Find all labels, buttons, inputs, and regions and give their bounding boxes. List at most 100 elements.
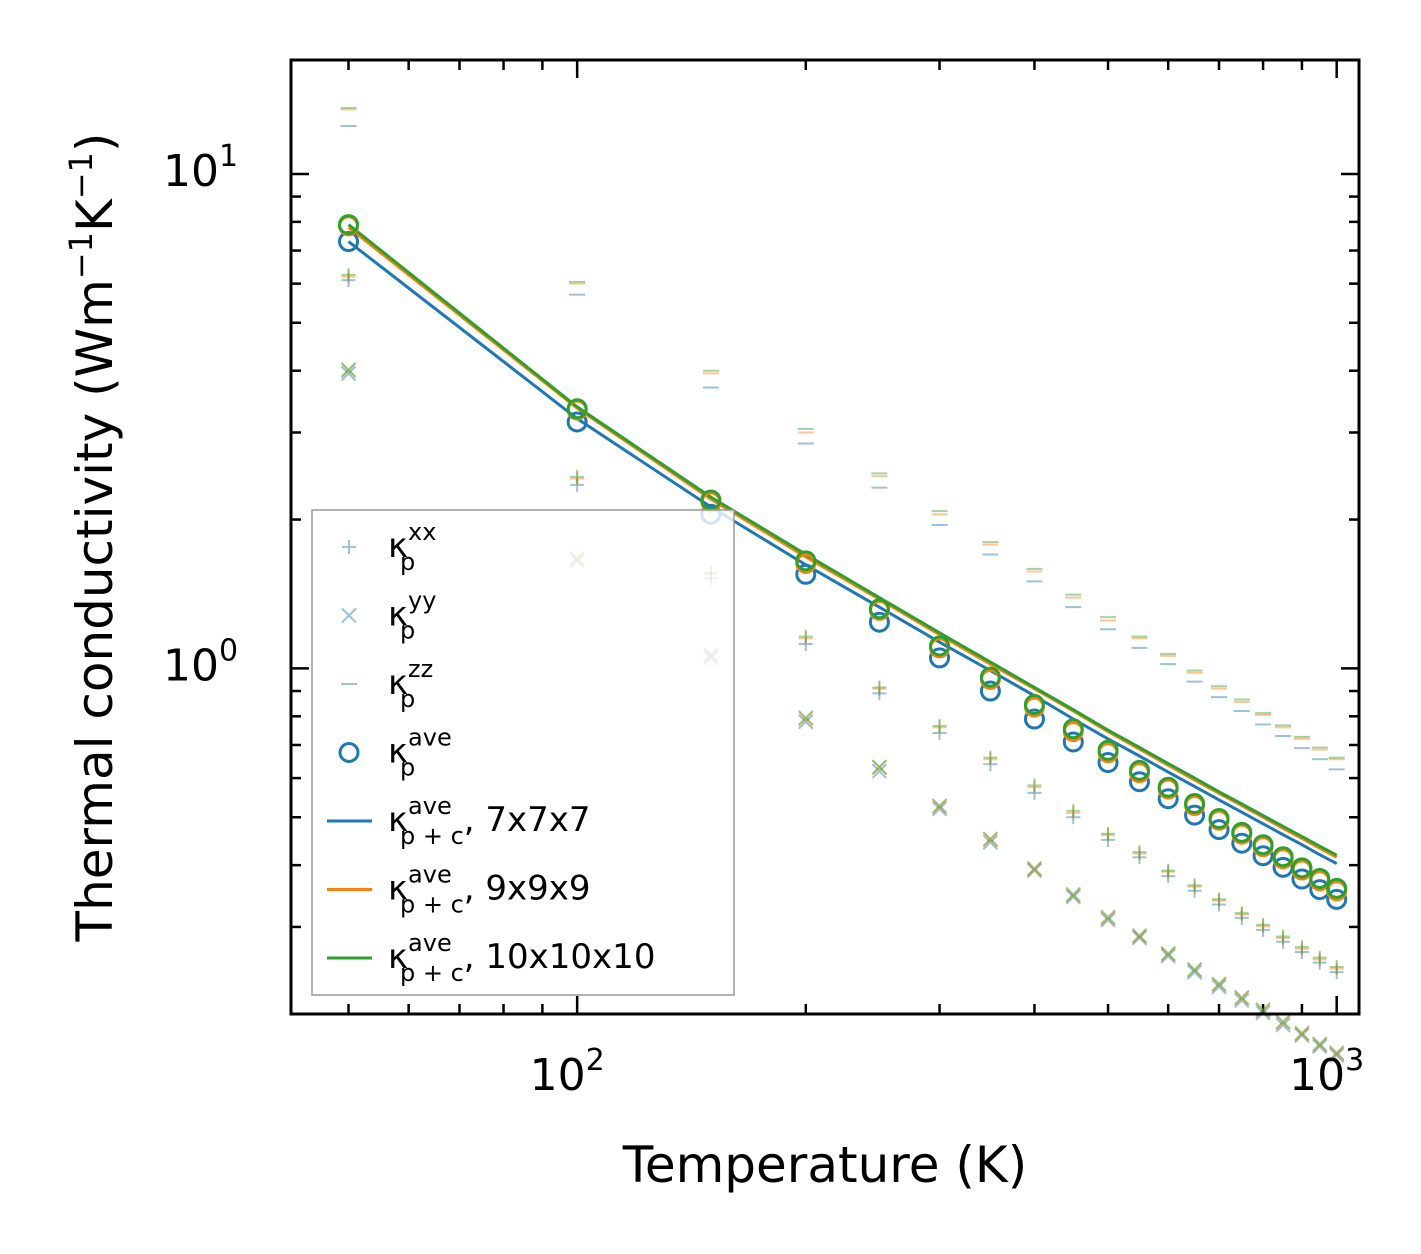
legend-entry: κxx p	[342, 518, 436, 576]
point-kave-10	[795, 550, 817, 572]
point-kyy-10	[931, 798, 948, 814]
point-kxx-10	[1312, 950, 1327, 965]
point-kxx-10	[1294, 940, 1309, 955]
point-kxx-10	[1234, 906, 1249, 921]
point-kave-7	[1231, 832, 1253, 854]
point-kyy	[1328, 1047, 1345, 1064]
point-kxx-10	[798, 629, 813, 644]
series-kpc-10x10x10	[347, 223, 1338, 857]
point-kave-10	[1252, 834, 1274, 856]
point-kxx-10	[1066, 803, 1081, 818]
y-axis-title-sup2: −1	[62, 152, 100, 199]
point-kyy-10	[1065, 886, 1081, 903]
point-kyy-9	[931, 799, 948, 815]
series-kave-10	[338, 214, 1348, 899]
series-kpc-7x7x7	[347, 240, 1338, 865]
point-kave-10	[1208, 808, 1230, 830]
y-tick-label: 100	[163, 633, 238, 691]
point-kave-10	[979, 666, 1001, 688]
point-kxx-9	[1329, 961, 1344, 976]
point-kyy-10	[798, 709, 814, 726]
point-kave-10	[1326, 877, 1348, 899]
point-kyy-9	[1186, 962, 1203, 979]
point-kxx-9	[1132, 846, 1147, 861]
point-kyy-9	[1328, 1046, 1345, 1062]
point-kyy-9	[1100, 910, 1116, 927]
point-kxx-9	[1027, 780, 1042, 795]
point-kxx	[1132, 850, 1147, 865]
point-kxx	[1294, 944, 1309, 959]
point-kyy-10	[1160, 945, 1176, 962]
point-kave-10	[1062, 718, 1084, 740]
point-kxx-9	[1161, 864, 1176, 879]
legend-entry: κyy p	[341, 587, 436, 645]
point-kyy-10	[1026, 860, 1043, 877]
point-kave-7	[868, 611, 890, 633]
legend-entry: κave p + c, 10x10x10	[327, 929, 655, 987]
point-kxx-10	[341, 267, 356, 282]
legend-label: κave p	[388, 724, 452, 782]
point-kyy	[982, 834, 999, 850]
point-kyy	[931, 801, 948, 817]
point-kave-7	[1184, 804, 1206, 826]
point-kave-10	[1231, 821, 1253, 843]
point-kave-10	[929, 635, 951, 657]
line-kpc-7x7x7	[347, 240, 1338, 865]
legend-label: κzz p	[388, 655, 433, 713]
point-kyy	[1186, 964, 1203, 980]
point-kave-10	[700, 489, 722, 511]
point-kave-7	[1062, 731, 1084, 753]
point-kxx	[1234, 910, 1249, 925]
point-kave-7	[566, 411, 588, 433]
point-kyy-10	[340, 361, 357, 378]
point-kave-7	[1252, 845, 1274, 867]
point-kyy-10	[1186, 961, 1203, 978]
point-kxx-10	[872, 680, 887, 695]
legend-label: κyy p	[388, 587, 436, 645]
y-axis-title-end: )	[66, 133, 124, 153]
series-kxx-10	[341, 267, 1344, 974]
x-tick-label: 103	[1289, 1043, 1364, 1101]
point-kxx	[1276, 934, 1291, 949]
point-kxx-9	[1066, 805, 1081, 820]
series-kzz-10	[340, 106, 1345, 759]
point-kxx-9	[1294, 941, 1309, 956]
legend-marker-swatch	[341, 607, 357, 624]
point-kyy-10	[1234, 989, 1250, 1006]
point-kyy	[1065, 889, 1081, 905]
y-tick-label: 101	[163, 139, 238, 197]
point-kave-7	[1208, 819, 1230, 841]
point-kyy-10	[871, 759, 888, 775]
point-kave-10	[1309, 867, 1331, 889]
point-kyy	[871, 763, 888, 779]
point-kxx-9	[1276, 930, 1291, 945]
point-kxx-10	[1329, 959, 1344, 974]
point-kyy-9	[1211, 977, 1227, 993]
point-kyy-10	[1294, 1025, 1310, 1041]
point-kave-7	[795, 563, 817, 585]
point-kyy-10	[1100, 909, 1116, 925]
point-kyy	[798, 714, 814, 730]
x-axis-title: Temperature (K)	[622, 1136, 1027, 1194]
point-kyy-10	[1131, 927, 1148, 944]
point-kyy	[1100, 912, 1116, 928]
point-kave-7	[929, 647, 951, 669]
point-kxx	[1161, 869, 1176, 884]
point-kxx-9	[570, 471, 585, 486]
point-kyy	[1211, 979, 1227, 995]
point-kyy	[1294, 1027, 1310, 1044]
point-kave-7	[1128, 771, 1150, 793]
point-kave-7	[1097, 752, 1119, 774]
point-kxx	[798, 637, 813, 652]
point-kyy-9	[798, 711, 814, 727]
point-kyy-10	[1328, 1045, 1345, 1061]
point-kxx-9	[1234, 907, 1249, 922]
point-kxx-9	[341, 269, 356, 284]
legend-label: κave p + c, 7x7x7	[388, 792, 591, 850]
point-kxx-9	[1187, 879, 1202, 894]
point-kxx-10	[570, 469, 585, 484]
point-kxx	[1256, 922, 1271, 937]
point-kyy-10	[982, 831, 999, 847]
point-kyy-10	[1211, 976, 1227, 992]
